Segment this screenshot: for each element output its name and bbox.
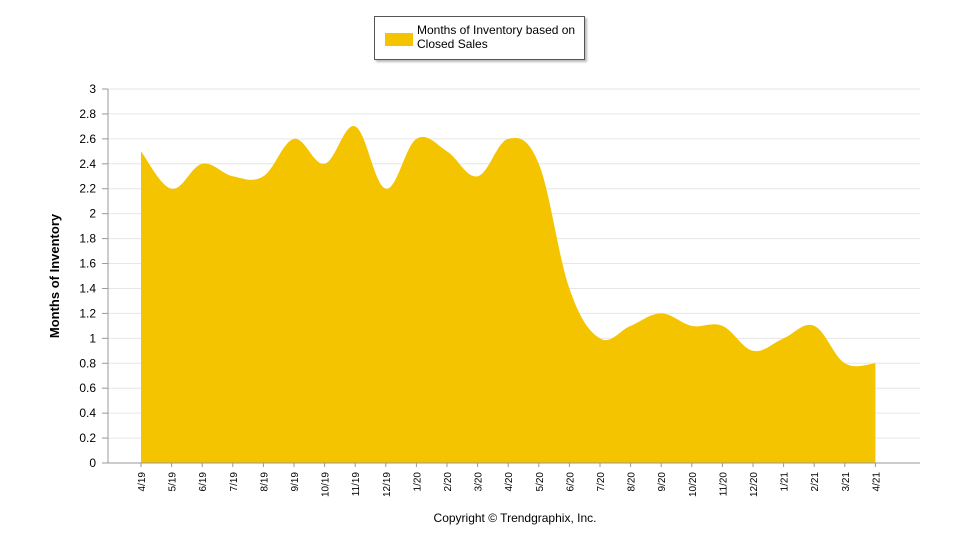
y-tick-label: 1.6 <box>79 257 96 271</box>
x-tick-label: 1/21 <box>780 472 791 492</box>
x-tick-label: 7/20 <box>596 472 607 492</box>
x-tick-label: 6/20 <box>565 472 576 492</box>
x-tick-labels: 4/19 5/19 6/19 7/19 8/19 9/19 10/19 11/19 12/19 1… <box>137 463 882 497</box>
x-tick-label: 2/21 <box>810 472 821 492</box>
y-tick-label: 3 <box>89 82 96 96</box>
y-tick-label: 1.2 <box>79 306 96 320</box>
y-tick-label: 1.4 <box>79 281 96 295</box>
x-tick-label: 6/19 <box>198 472 209 492</box>
legend-label: Months of Inventory based on Closed Sale… <box>417 23 576 51</box>
y-tick-label: 0.6 <box>79 381 96 395</box>
series-area-group <box>140 126 876 464</box>
x-tick-label: 11/19 <box>351 472 362 497</box>
x-tick-label: 11/20 <box>718 472 729 497</box>
y-tick-label: 2.4 <box>79 157 96 171</box>
y-axis-label: Months of Inventory <box>47 213 62 338</box>
copyright-text: Copyright © Trendgraphix, Inc. <box>433 511 597 525</box>
y-tick-label: 2.6 <box>79 132 96 146</box>
x-tick-label: 5/20 <box>535 472 546 492</box>
x-tick-label: 4/19 <box>137 472 148 492</box>
x-tick-label: 9/20 <box>657 472 668 492</box>
x-tick-label: 1/20 <box>412 472 423 492</box>
y-tick-label: 0.4 <box>79 406 96 420</box>
y-tick-label: 0.2 <box>79 431 96 445</box>
y-tick-label: 2.8 <box>79 107 96 121</box>
y-tick-label: 0 <box>89 456 96 470</box>
legend: Months of Inventory based on Closed Sale… <box>374 16 585 60</box>
x-tick-label: 10/20 <box>688 472 699 497</box>
x-tick-label: 8/19 <box>259 472 270 492</box>
x-tick-label: 3/21 <box>841 472 852 492</box>
y-tick-label: 2.2 <box>79 182 96 196</box>
legend-swatch <box>385 33 413 46</box>
y-tick-labels: 0 0.2 0.4 0.6 0.8 1 1.2 1.4 1.6 1.8 2 2.2 2.4 2.6 2.8 3 <box>79 82 96 470</box>
x-tick-label: 4/21 <box>871 472 882 492</box>
y-tick-label: 2 <box>89 207 96 221</box>
x-tick-label: 4/20 <box>504 472 515 492</box>
x-tick-label: 2/20 <box>443 472 454 492</box>
x-tick-label: 3/20 <box>474 472 485 492</box>
x-tick-label: 10/19 <box>321 472 332 497</box>
series-area <box>141 126 876 464</box>
y-tick-label: 1 <box>89 331 96 345</box>
x-tick-label: 12/19 <box>382 472 393 497</box>
x-tick-label: 12/20 <box>749 472 760 497</box>
x-tick-label: 8/20 <box>627 472 638 492</box>
y-tick-label: 1.8 <box>79 232 96 246</box>
x-tick-label: 5/19 <box>168 472 179 492</box>
x-tick-label: 7/19 <box>229 472 240 492</box>
y-tick-label: 0.8 <box>79 356 96 370</box>
x-tick-label: 9/19 <box>290 472 301 492</box>
axes <box>107 89 920 464</box>
